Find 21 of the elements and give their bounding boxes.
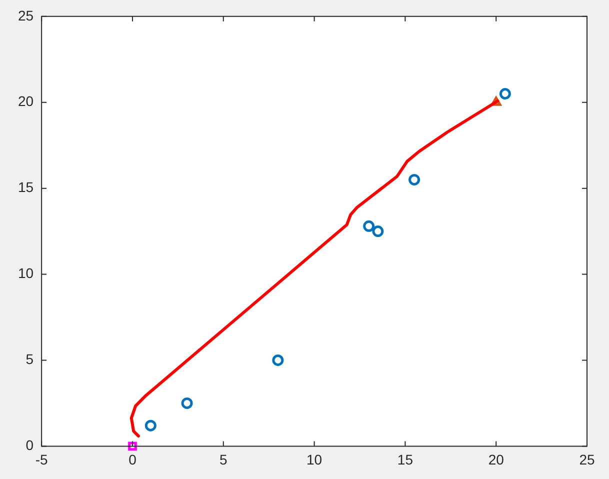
y-tick-label: 20	[18, 93, 34, 110]
y-tick-label: 25	[18, 7, 34, 24]
y-tick-label: 0	[26, 437, 34, 454]
x-tick-label: 5	[219, 451, 228, 468]
point	[499, 88, 511, 100]
point	[272, 354, 284, 366]
x-tick-label: -5	[35, 451, 48, 468]
point	[372, 226, 384, 238]
y-tick-label: 5	[26, 351, 34, 368]
x-tick-label: 20	[488, 451, 504, 468]
x-tick-label: 10	[306, 451, 322, 468]
x-tick-label: 15	[397, 451, 414, 468]
point	[363, 220, 375, 232]
x-tick-label: 25	[579, 451, 595, 468]
x-tick-label: 0	[128, 451, 137, 468]
point	[181, 397, 193, 409]
point	[144, 420, 156, 432]
y-tick-label: 10	[18, 265, 34, 282]
y-tick-label: 15	[18, 179, 34, 196]
point	[128, 442, 137, 451]
point	[408, 174, 420, 186]
